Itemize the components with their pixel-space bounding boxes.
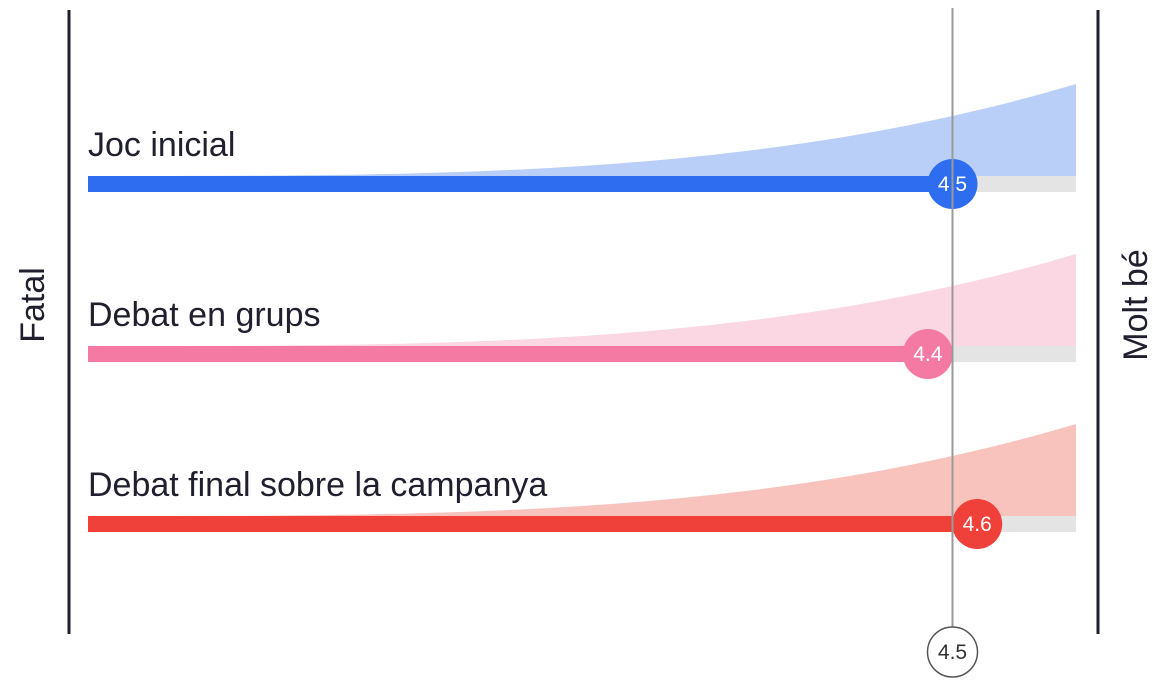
scale-max-label: Molt bé xyxy=(1117,249,1153,361)
value-dot xyxy=(902,329,953,379)
rating-row: Debat final sobre la campanya 4.6 xyxy=(88,424,1076,549)
series-label: Debat final sobre la campanya xyxy=(88,466,547,504)
rating-row: Debat en grups 4.4 xyxy=(88,254,1076,379)
distribution-area xyxy=(88,424,1076,516)
distribution-area xyxy=(88,84,1076,176)
average-marker: 4.5 xyxy=(926,8,979,678)
value-dot xyxy=(952,499,1003,549)
value-label: 4.6 xyxy=(963,513,992,536)
value-bar xyxy=(88,346,928,362)
value-label: 4.4 xyxy=(913,343,943,366)
average-badge xyxy=(926,626,979,678)
scale-min-label: Fatal xyxy=(14,267,52,343)
value-bar xyxy=(88,516,978,532)
distribution-area xyxy=(88,254,1076,346)
average-label: 4.5 xyxy=(938,641,967,664)
series-label: Debat en grups xyxy=(88,296,321,334)
value-bar xyxy=(88,176,953,192)
series-label: Joc inicial xyxy=(88,126,235,164)
